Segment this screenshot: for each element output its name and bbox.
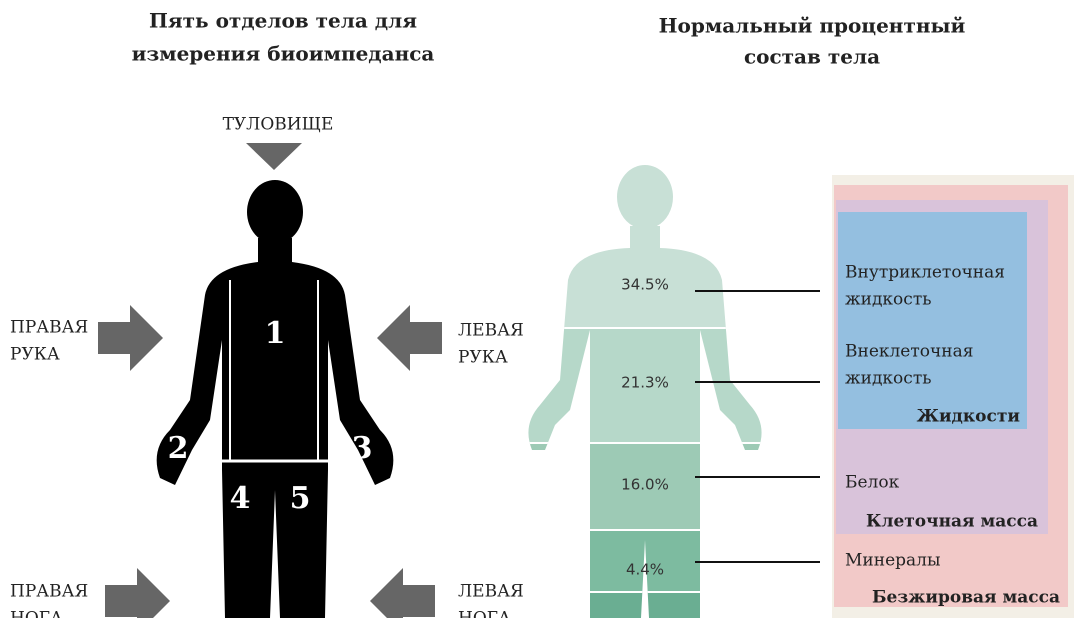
black-silhouette [157,180,394,618]
label: ПРАВАЯ [10,582,88,602]
title: состав тела [744,45,880,69]
label: РУКА [458,348,508,368]
label: Безжировая масса [872,588,1060,608]
arrow [98,305,163,371]
segment-number: 4 [230,481,251,516]
arrow [105,568,170,618]
title: измерения биоимпеданса [132,42,435,66]
title: Пять отделов тела для [149,9,417,33]
percentage: 34.5% [621,276,669,294]
label: жидкость [845,369,931,389]
label: Жидкости [917,407,1021,427]
label: Внутриклеточная [845,263,1005,283]
label: НОГА [458,609,511,618]
arrow [377,305,442,371]
box [838,212,1027,429]
label: ТУЛОВИЩЕ [223,115,334,135]
label: Клеточная масса [866,512,1038,532]
label: ЛЕВАЯ [458,582,524,602]
percentage: 4.4% [626,561,664,579]
infographic: Пять отделов тела для измерения биоимпед… [0,0,1074,618]
segment-number: 1 [265,316,286,351]
arrow [246,143,302,170]
label: РУКА [10,345,60,365]
segment-number: 5 [290,481,311,516]
label: Минералы [845,551,940,571]
title: Нормальный процентный [659,14,966,38]
label: Внеклеточная [845,342,973,362]
label: Белок [845,473,900,493]
label: НОГА [10,609,63,618]
percentage: 16.0% [621,476,669,494]
label: ПРАВАЯ [10,318,88,338]
label: жидкость [845,290,931,310]
arrow [370,568,435,618]
percentage: 21.3% [621,374,669,392]
segment-number: 3 [352,431,373,466]
segment-number: 2 [168,431,189,466]
label: ЛЕВАЯ [458,321,524,341]
